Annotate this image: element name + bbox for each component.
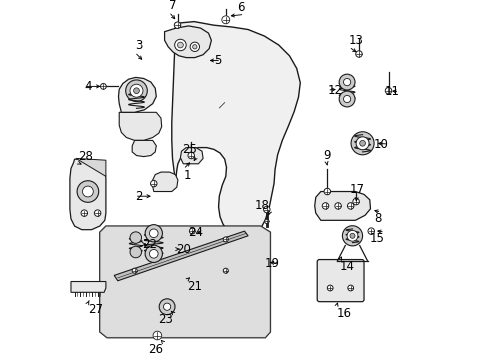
Polygon shape xyxy=(114,231,247,281)
FancyBboxPatch shape xyxy=(317,260,363,302)
Circle shape xyxy=(77,181,99,202)
Text: 14: 14 xyxy=(339,260,354,273)
Circle shape xyxy=(342,226,362,246)
Circle shape xyxy=(355,51,362,57)
Circle shape xyxy=(192,45,197,49)
Polygon shape xyxy=(164,26,211,58)
Circle shape xyxy=(174,22,181,28)
Circle shape xyxy=(130,232,141,243)
Circle shape xyxy=(264,219,268,224)
Text: 1: 1 xyxy=(183,169,190,182)
Text: 5: 5 xyxy=(213,54,221,67)
Text: 15: 15 xyxy=(369,232,384,245)
Text: 19: 19 xyxy=(264,257,279,270)
Polygon shape xyxy=(314,192,370,220)
Circle shape xyxy=(101,84,106,89)
Circle shape xyxy=(339,91,354,107)
Circle shape xyxy=(174,39,186,51)
Text: 27: 27 xyxy=(88,303,102,316)
Polygon shape xyxy=(100,226,270,338)
Text: 16: 16 xyxy=(336,307,350,320)
Text: 4: 4 xyxy=(84,80,92,93)
Text: 8: 8 xyxy=(373,212,381,225)
Circle shape xyxy=(263,206,269,213)
Polygon shape xyxy=(71,282,106,292)
Circle shape xyxy=(149,249,158,258)
Circle shape xyxy=(189,228,195,234)
Circle shape xyxy=(322,203,328,209)
Circle shape xyxy=(367,228,374,234)
Circle shape xyxy=(223,237,228,242)
Text: 3: 3 xyxy=(134,39,142,52)
Circle shape xyxy=(349,233,354,238)
Circle shape xyxy=(145,225,162,242)
Text: 25: 25 xyxy=(182,143,197,156)
Text: 18: 18 xyxy=(254,199,269,212)
Circle shape xyxy=(150,180,157,187)
Circle shape xyxy=(145,245,162,262)
Circle shape xyxy=(224,18,227,22)
Circle shape xyxy=(187,152,194,159)
Circle shape xyxy=(347,203,353,209)
Circle shape xyxy=(352,198,359,205)
Circle shape xyxy=(359,140,365,146)
Circle shape xyxy=(334,203,341,209)
Polygon shape xyxy=(76,158,106,176)
Text: 26: 26 xyxy=(148,343,163,356)
Circle shape xyxy=(324,188,330,195)
Circle shape xyxy=(133,88,139,94)
Circle shape xyxy=(125,80,147,102)
Circle shape xyxy=(81,210,87,216)
Circle shape xyxy=(350,132,373,155)
Circle shape xyxy=(94,210,101,216)
Polygon shape xyxy=(100,226,270,338)
Text: 12: 12 xyxy=(326,84,342,96)
Circle shape xyxy=(155,333,159,338)
Polygon shape xyxy=(132,140,156,157)
Text: 22: 22 xyxy=(142,238,157,251)
Circle shape xyxy=(355,137,368,150)
Circle shape xyxy=(82,186,93,197)
Circle shape xyxy=(130,84,142,97)
Circle shape xyxy=(159,299,175,315)
Text: 24: 24 xyxy=(188,226,203,239)
Polygon shape xyxy=(70,159,106,230)
Circle shape xyxy=(223,268,228,273)
Circle shape xyxy=(177,42,183,48)
Circle shape xyxy=(339,74,354,90)
Circle shape xyxy=(132,268,137,273)
Circle shape xyxy=(190,42,199,51)
Circle shape xyxy=(343,78,350,86)
Circle shape xyxy=(385,87,391,94)
Circle shape xyxy=(346,230,357,241)
Polygon shape xyxy=(152,172,178,192)
Circle shape xyxy=(343,95,350,103)
Circle shape xyxy=(149,229,158,238)
Polygon shape xyxy=(119,112,162,140)
Circle shape xyxy=(153,331,162,340)
Text: 28: 28 xyxy=(78,150,93,163)
Circle shape xyxy=(222,16,229,24)
Text: 21: 21 xyxy=(186,280,202,293)
Text: 11: 11 xyxy=(384,85,399,98)
Text: 13: 13 xyxy=(348,34,363,47)
Text: 6: 6 xyxy=(237,1,244,14)
Text: 9: 9 xyxy=(322,149,330,162)
Text: 23: 23 xyxy=(158,313,173,326)
Text: 20: 20 xyxy=(176,243,191,256)
Text: 10: 10 xyxy=(373,138,387,150)
Circle shape xyxy=(326,285,332,291)
Circle shape xyxy=(130,246,141,258)
Text: 17: 17 xyxy=(348,183,364,196)
Polygon shape xyxy=(118,77,156,112)
Polygon shape xyxy=(171,22,300,238)
Circle shape xyxy=(163,303,170,310)
Polygon shape xyxy=(180,148,203,164)
Text: 7: 7 xyxy=(168,0,176,12)
Text: 2: 2 xyxy=(134,190,142,203)
Circle shape xyxy=(347,285,353,291)
